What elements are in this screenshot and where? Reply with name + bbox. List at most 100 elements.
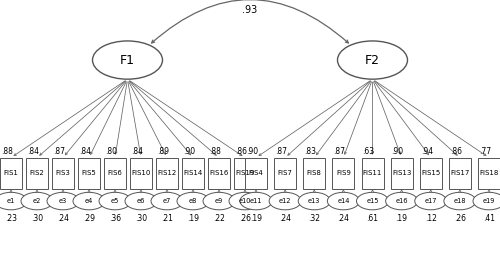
Text: e5: e5 — [111, 198, 119, 204]
FancyBboxPatch shape — [478, 158, 500, 189]
Text: F2: F2 — [365, 54, 380, 67]
FancyBboxPatch shape — [182, 158, 204, 189]
Circle shape — [338, 41, 407, 79]
Circle shape — [151, 192, 183, 210]
Circle shape — [240, 192, 272, 210]
Text: .21: .21 — [161, 214, 173, 223]
Text: e8: e8 — [189, 198, 197, 204]
Circle shape — [99, 192, 131, 210]
Text: FIS19: FIS19 — [236, 170, 255, 176]
Circle shape — [386, 192, 418, 210]
FancyBboxPatch shape — [130, 158, 152, 189]
Text: e6: e6 — [137, 198, 145, 204]
Text: FIS13: FIS13 — [392, 170, 411, 176]
Text: .77: .77 — [479, 147, 491, 156]
Text: .90: .90 — [246, 147, 258, 156]
FancyBboxPatch shape — [26, 158, 48, 189]
Text: .24: .24 — [338, 214, 349, 223]
Text: e9: e9 — [215, 198, 223, 204]
Text: .26: .26 — [239, 214, 251, 223]
Text: .41: .41 — [483, 214, 495, 223]
Text: e16: e16 — [396, 198, 408, 204]
FancyBboxPatch shape — [156, 158, 178, 189]
Text: .87: .87 — [334, 147, 345, 156]
FancyBboxPatch shape — [420, 158, 442, 189]
Text: e13: e13 — [308, 198, 320, 204]
Text: e18: e18 — [454, 198, 466, 204]
Circle shape — [444, 192, 476, 210]
Text: FIS14: FIS14 — [184, 170, 203, 176]
Circle shape — [21, 192, 53, 210]
Text: e12: e12 — [279, 198, 291, 204]
Text: .19: .19 — [187, 214, 199, 223]
Text: .87: .87 — [275, 147, 287, 156]
Circle shape — [473, 192, 500, 210]
FancyBboxPatch shape — [208, 158, 230, 189]
Text: .87: .87 — [53, 147, 65, 156]
Text: FIS8: FIS8 — [307, 170, 322, 176]
Circle shape — [47, 192, 79, 210]
Text: FIS12: FIS12 — [158, 170, 176, 176]
Text: .63: .63 — [362, 147, 374, 156]
Circle shape — [328, 192, 360, 210]
Text: .23: .23 — [5, 214, 17, 223]
Text: e15: e15 — [366, 198, 379, 204]
Text: FIS2: FIS2 — [30, 170, 44, 176]
Text: e1: e1 — [7, 198, 15, 204]
Text: FIS1: FIS1 — [4, 170, 18, 176]
Circle shape — [269, 192, 301, 210]
Circle shape — [0, 192, 27, 210]
Text: .29: .29 — [83, 214, 95, 223]
Circle shape — [92, 41, 162, 79]
Text: .30: .30 — [31, 214, 43, 223]
Text: .19: .19 — [396, 214, 407, 223]
Text: FIS9: FIS9 — [336, 170, 351, 176]
Text: .26: .26 — [454, 214, 466, 223]
Circle shape — [356, 192, 388, 210]
Text: FIS6: FIS6 — [108, 170, 122, 176]
FancyBboxPatch shape — [234, 158, 256, 189]
Text: .90: .90 — [183, 147, 195, 156]
FancyBboxPatch shape — [245, 158, 267, 189]
FancyBboxPatch shape — [390, 158, 412, 189]
Circle shape — [298, 192, 330, 210]
Text: e14: e14 — [337, 198, 349, 204]
Text: e19: e19 — [483, 198, 495, 204]
FancyBboxPatch shape — [274, 158, 296, 189]
FancyBboxPatch shape — [104, 158, 126, 189]
Text: e4: e4 — [85, 198, 93, 204]
Text: .94: .94 — [420, 147, 433, 156]
Text: FIS5: FIS5 — [82, 170, 96, 176]
Text: FIS16: FIS16 — [210, 170, 229, 176]
Text: .93: .93 — [242, 5, 258, 14]
Text: FIS15: FIS15 — [421, 170, 440, 176]
Circle shape — [203, 192, 235, 210]
Text: .84: .84 — [131, 147, 143, 156]
Text: .36: .36 — [109, 214, 121, 223]
Text: .30: .30 — [135, 214, 147, 223]
FancyBboxPatch shape — [52, 158, 74, 189]
Text: .80: .80 — [105, 147, 117, 156]
Text: FIS7: FIS7 — [278, 170, 292, 176]
Circle shape — [125, 192, 157, 210]
Text: .86: .86 — [450, 147, 462, 156]
Text: .32: .32 — [308, 214, 320, 223]
Circle shape — [229, 192, 261, 210]
Text: .22: .22 — [213, 214, 225, 223]
Text: FIS18: FIS18 — [480, 170, 498, 176]
Text: .86: .86 — [235, 147, 247, 156]
Text: e7: e7 — [163, 198, 171, 204]
Text: .84: .84 — [79, 147, 91, 156]
FancyArrowPatch shape — [152, 0, 348, 43]
Text: .88: .88 — [1, 147, 13, 156]
Text: .24: .24 — [279, 214, 291, 223]
Text: e10: e10 — [239, 198, 252, 204]
Text: e2: e2 — [33, 198, 41, 204]
Text: .89: .89 — [157, 147, 169, 156]
FancyBboxPatch shape — [449, 158, 471, 189]
Text: .24: .24 — [57, 214, 69, 223]
FancyBboxPatch shape — [362, 158, 384, 189]
Text: F1: F1 — [120, 54, 135, 67]
Text: .61: .61 — [366, 214, 378, 223]
FancyBboxPatch shape — [0, 158, 22, 189]
